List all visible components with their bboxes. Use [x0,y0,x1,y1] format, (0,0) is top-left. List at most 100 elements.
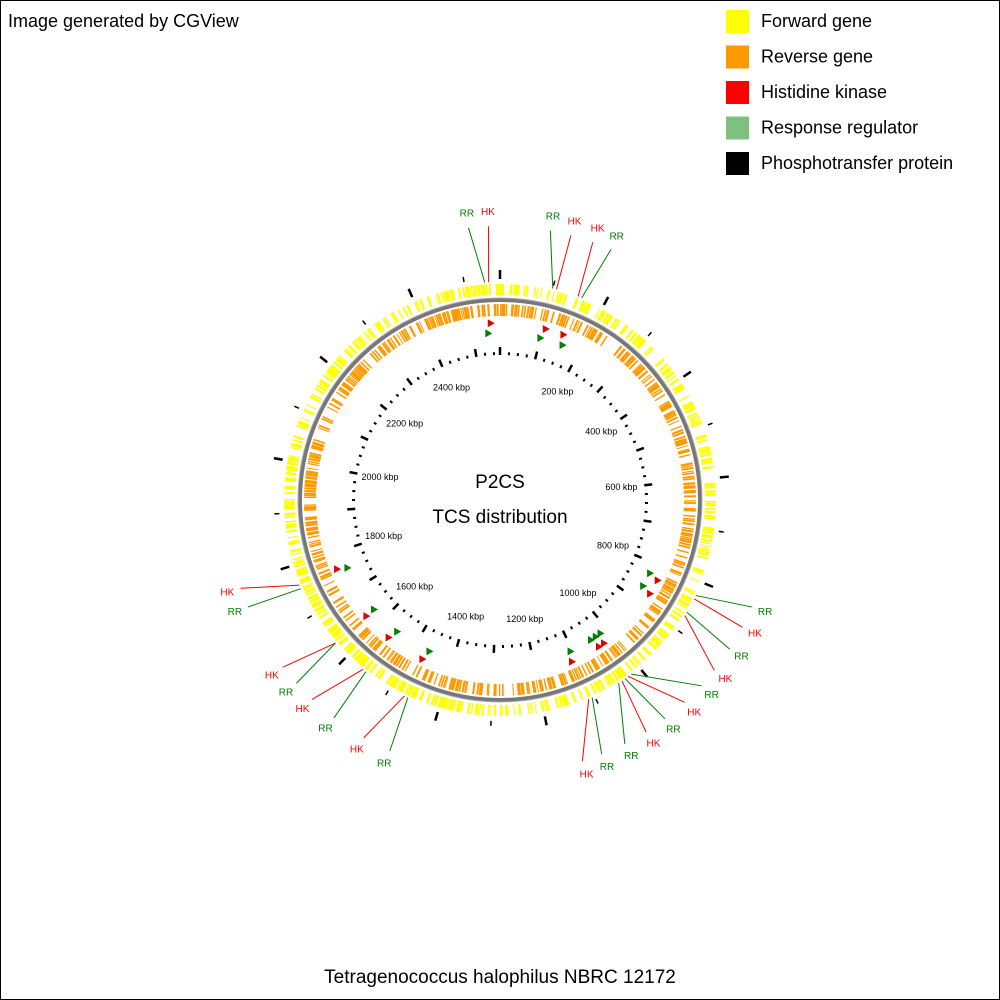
scale-label: 2200 kbp [386,418,423,428]
forward-gene [700,453,712,458]
scale-label: 400 kbp [585,426,617,436]
inner-tick [353,542,363,548]
inner-tick [421,624,428,633]
forward-gene [353,340,362,350]
outer-tick [462,276,465,283]
reverse-gene [306,528,319,532]
forward-gene [381,318,390,329]
forward-gene [356,653,366,664]
forward-gene [663,622,674,631]
forward-gene [693,566,705,572]
forward-gene [300,417,311,423]
inner-tick [360,435,369,441]
forward-gene [297,422,309,429]
forward-gene [287,461,299,465]
forward-gene [325,372,335,380]
reverse-gene [309,541,321,546]
forward-gene [604,675,612,686]
forward-gene [362,332,371,342]
feature-label: HK [296,704,310,715]
reverse-gene [664,579,677,587]
forward-gene [615,668,624,679]
inner-tick [621,577,626,581]
reverse-gene [306,526,319,531]
forward-gene [307,592,319,600]
forward-gene [704,482,716,485]
forward-gene [489,704,492,716]
forward-gene [698,447,710,452]
reverse-gene [356,365,367,375]
outer-tick [434,711,439,722]
reverse-gene [349,373,360,383]
reverse-gene [486,683,489,696]
forward-gene [689,417,701,424]
forward-gene [318,382,329,390]
reverse-gene [307,534,320,539]
reverse-gene [654,393,666,402]
forward-gene [598,678,606,690]
reverse-gene [395,655,404,667]
reverse-gene [480,683,484,696]
forward-gene [357,336,367,346]
legend-swatch [726,45,749,69]
reverse-gene [387,338,396,350]
callout-line [240,584,300,589]
feature-marker [385,633,393,642]
forward-gene [351,648,360,658]
forward-gene [704,514,716,518]
reverse-gene [555,313,562,326]
forward-gene [551,290,556,302]
callout-line [247,588,302,608]
forward-gene [374,323,383,334]
reverse-gene [408,325,417,338]
forward-gene [286,462,299,467]
reverse-gene [430,315,437,328]
inner-tick [641,466,645,469]
inner-tick [361,551,366,555]
reverse-gene [590,329,599,341]
reverse-gene [580,664,588,677]
reverse-gene [664,411,676,419]
forward-gene [347,345,357,355]
reverse-gene [345,378,356,388]
callout-line [693,598,743,628]
forward-gene [344,349,354,358]
forward-gene [338,635,348,645]
reverse-gene [433,673,439,685]
reverse-gene [599,335,608,347]
reverse-gene [542,309,547,322]
forward-gene [651,637,661,646]
forward-gene [535,287,539,299]
reverse-gene [337,603,349,612]
reverse-gene [304,516,317,519]
forward-gene [577,688,584,700]
reverse-gene [381,342,391,354]
inner-tick [602,395,607,400]
reverse-gene [387,650,396,662]
reverse-gene [358,627,369,637]
reverse-gene [454,679,460,692]
forward-gene [676,602,688,610]
reverse-gene [571,669,578,681]
reverse-gene [421,668,429,681]
reverse-gene [678,541,691,546]
feature-marker [419,655,427,664]
inner-tick [630,561,634,566]
forward-gene [473,285,477,297]
forward-gene [658,629,668,638]
forward-gene [296,425,308,431]
reverse-gene [512,683,515,696]
forward-gene [319,380,330,389]
reverse-gene [308,539,321,544]
forward-gene [684,406,696,413]
forward-gene [284,485,296,489]
reverse-gene [617,348,626,359]
reverse-gene [666,416,679,424]
feature-marker [485,329,493,338]
forward-gene [481,704,485,716]
reverse-gene [677,448,690,454]
forward-gene [328,624,339,634]
forward-gene [699,451,711,456]
forward-gene [358,654,368,665]
forward-gene [385,674,394,685]
